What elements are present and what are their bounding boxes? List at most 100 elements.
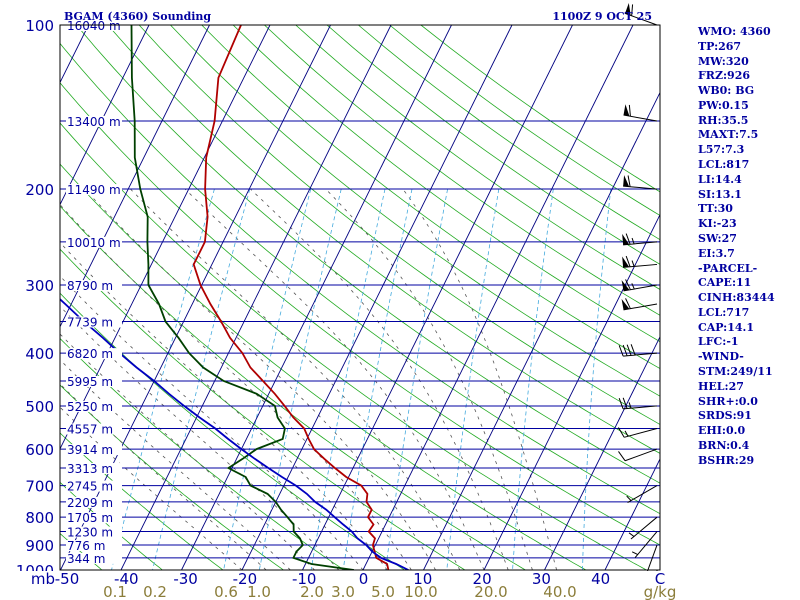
height-level-label: 5250 m — [67, 400, 113, 414]
wind-barb-half-flag — [631, 283, 635, 290]
temperature-tick-label: -30 — [173, 570, 198, 588]
index-line: SRDS:91 — [698, 409, 752, 423]
height-level-label: 10010 m — [67, 236, 121, 250]
isotherm-line — [0, 25, 28, 570]
mixing-ratio-label: 40.0 — [543, 583, 576, 600]
height-label-bg — [66, 376, 122, 388]
wind-barb-flag — [630, 344, 636, 356]
height-level-label: 2209 m — [67, 496, 113, 510]
height-level-label: 1705 m — [67, 511, 113, 525]
height-level-label: 344 m — [67, 552, 105, 566]
isotherm-line — [60, 25, 331, 570]
mixing-ratio-label: 1.0 — [247, 583, 271, 600]
wind-barb — [623, 175, 658, 190]
pressure-tick-label: 100 — [25, 17, 54, 35]
mixing-ratio-label: 20.0 — [474, 583, 507, 600]
wind-barb-flag — [626, 344, 632, 356]
wind-barb-pennant — [622, 233, 630, 245]
pressure-tick-label: 700 — [25, 478, 54, 496]
index-line: EI:3.7 — [698, 246, 735, 260]
wind-barb-pennant — [623, 104, 630, 117]
pressure-tick-label: 200 — [25, 181, 54, 199]
wind-barb-pennant — [621, 299, 630, 310]
wind-barb-flag — [625, 298, 631, 309]
height-label-bg — [66, 184, 122, 196]
index-line: FRZ:926 — [698, 69, 751, 83]
height-level-label: 3313 m — [67, 462, 113, 476]
index-line: CINH:83444 — [698, 291, 775, 305]
mixing-ratio-line — [385, 189, 448, 570]
height-label-bg — [66, 526, 122, 538]
plot-frame — [59, 24, 661, 571]
height-label-bg — [66, 444, 122, 456]
temperature-profile — [192, 25, 390, 570]
index-line: MAXT:7.5 — [698, 128, 759, 142]
temperature-tick-label: -40 — [114, 570, 139, 588]
moist-adiabat — [402, 188, 557, 570]
height-level-label: 2745 m — [67, 480, 113, 494]
pressure-tick-label: 400 — [25, 345, 54, 363]
index-line: PW:0.15 — [698, 98, 749, 112]
height-label-bg — [66, 480, 122, 492]
isotherm-line — [604, 457, 660, 570]
height-label-bg — [66, 348, 122, 360]
index-line: LI:14.4 — [698, 172, 742, 186]
wind-barb-staff — [623, 405, 658, 410]
moist-adiabat — [60, 333, 315, 570]
moist-adiabat — [184, 188, 485, 570]
pressure-unit-label: mb — [31, 570, 55, 588]
moist-adiabat — [60, 241, 388, 570]
pressure-tick-label: 900 — [25, 537, 54, 555]
wind-barb — [622, 233, 658, 246]
height-label-bg — [66, 540, 122, 552]
height-level-label: 776 m — [67, 539, 105, 553]
mixing-ratio-line — [310, 189, 386, 570]
temperature-tick-label: -50 — [55, 570, 80, 588]
wind-barb-half-flag — [631, 237, 635, 245]
height-label-bg — [66, 423, 122, 435]
wind-barb — [622, 255, 658, 268]
wind-barb-flag — [627, 175, 631, 187]
index-line: -WIND- — [698, 350, 744, 364]
wind-barb-staff — [630, 516, 658, 540]
height-label-bg — [66, 496, 122, 508]
wind-barb-half-flag — [631, 551, 638, 555]
isotherm-line — [60, 25, 271, 450]
mixing-ratio-label: 3.0 — [331, 583, 355, 600]
wind-barb-staff — [623, 185, 658, 190]
wind-barb-flag — [625, 255, 631, 267]
index-line: HEL:27 — [698, 379, 744, 393]
height-label-bg — [66, 400, 122, 412]
index-line: SI:13.1 — [698, 187, 742, 201]
pressure-tick-label: 500 — [25, 398, 54, 416]
isotherm-line — [483, 213, 660, 570]
index-line: CAP:14.1 — [698, 320, 755, 334]
index-line: SW:27 — [698, 231, 737, 245]
moist-adiabat — [250, 188, 509, 570]
wind-barb — [621, 298, 658, 311]
mixing-ratio-unit-label: g/kg — [644, 583, 677, 600]
height-label-bg — [66, 236, 122, 248]
moist-adiabat — [60, 204, 412, 570]
wind-barb — [624, 3, 658, 26]
height-label-bg — [66, 280, 122, 292]
index-line: SHR+:0.0 — [698, 394, 758, 408]
wind-barb-staff — [623, 352, 658, 357]
temperature-tick-label: C — [655, 570, 665, 588]
wind-barb-flag — [618, 451, 626, 462]
wind-barb-flag — [618, 398, 624, 410]
wind-barb-flag — [622, 397, 628, 409]
wind-barb-flag — [625, 233, 631, 245]
height-level-label: 4557 m — [67, 422, 113, 436]
isotherm-line — [544, 335, 660, 570]
height-label-bg — [66, 115, 122, 127]
index-line: KI:-23 — [698, 217, 737, 231]
temperature-tick-label: -10 — [292, 570, 317, 588]
pressure-tick-label: 300 — [25, 277, 54, 295]
pressure-tick-label: 800 — [25, 509, 54, 527]
mixing-ratio-label: 2.0 — [300, 583, 324, 600]
index-line: CAPE:11 — [698, 276, 752, 290]
wind-barb — [631, 531, 658, 558]
index-line: LFC:-1 — [698, 335, 739, 349]
